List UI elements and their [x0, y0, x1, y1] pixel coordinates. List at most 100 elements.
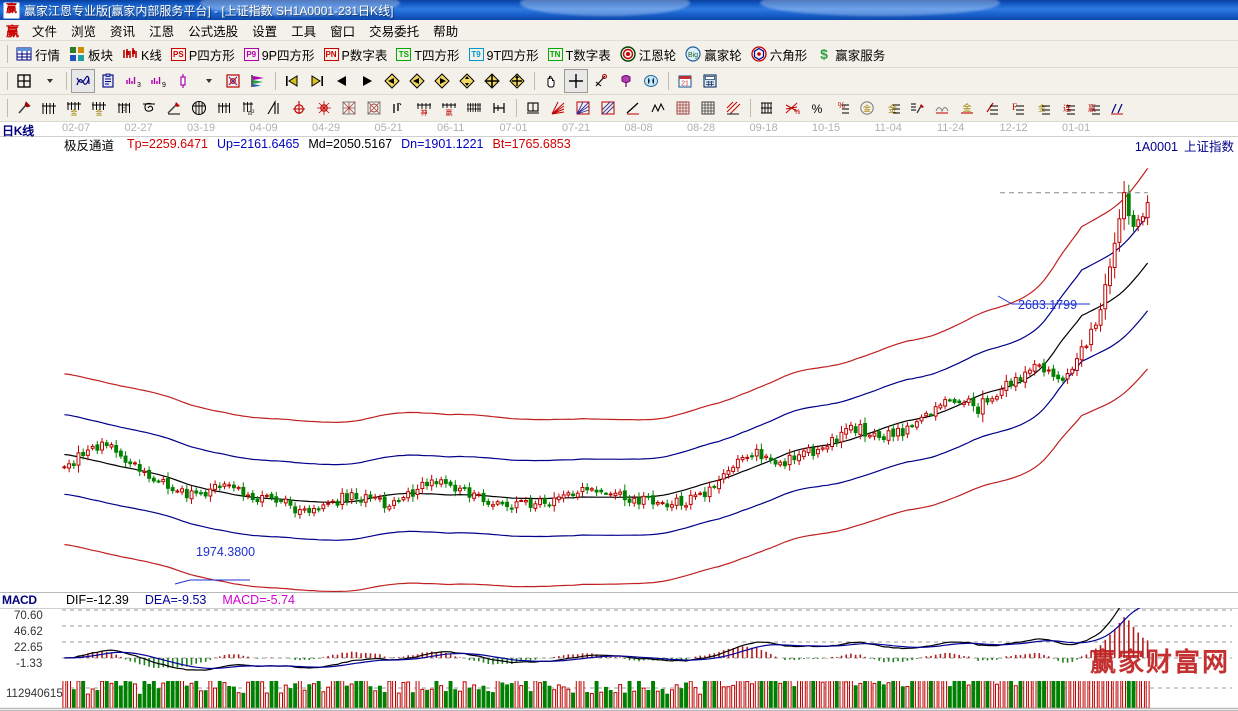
toolbar-button-p-square[interactable]: PS P四方形 [167, 42, 239, 66]
zoom-out-icon [484, 73, 500, 89]
calendar-button[interactable]: 21 [673, 69, 697, 93]
period-dropdown-button[interactable] [37, 69, 61, 93]
scroll-right-button[interactable] [430, 69, 454, 93]
toolbar-button-t-number-table[interactable]: TN T数字表 [544, 42, 615, 66]
ying2-button[interactable]: 赢 [1080, 96, 1104, 120]
tulip-tool-button[interactable] [614, 69, 638, 93]
candle-style-dropdown[interactable] [196, 69, 220, 93]
gold-circle-button[interactable]: 金 [855, 96, 879, 120]
chart-area[interactable]: 日K线 02-07 02-27 03-19 04-09 04-29 05-21 06-11 0… [0, 122, 1238, 711]
j-lines-button[interactable] [980, 96, 1004, 120]
toolbar-button-sectors[interactable]: 板块 [65, 42, 117, 66]
ying-button[interactable]: 赢 [437, 96, 461, 120]
gold-lines-button[interactable]: 金 [880, 96, 904, 120]
radar-button[interactable] [337, 96, 361, 120]
pen-tool2-button[interactable] [905, 96, 929, 120]
percent-fan-button[interactable]: % [780, 96, 804, 120]
lian-button[interactable]: 连 [1055, 96, 1079, 120]
menu-item-browse[interactable]: 浏览 [71, 24, 97, 39]
menu-item-file[interactable]: 文件 [32, 24, 58, 39]
gold3-button[interactable]: 金 [1030, 96, 1054, 120]
formula-button[interactable] [221, 69, 245, 93]
square-fan-button[interactable] [571, 96, 595, 120]
gann-grid-button[interactable] [37, 96, 61, 120]
pen2-tool-button[interactable] [162, 96, 186, 120]
gold-grid2-button[interactable]: 金 [87, 96, 111, 120]
toolbar-button-quotes[interactable]: 行情 [12, 42, 64, 66]
grid-dark-button[interactable] [696, 96, 720, 120]
toolbar-button-p-number-table[interactable]: PN P数字表 [320, 42, 392, 66]
last-page-button[interactable] [305, 69, 329, 93]
period-button[interactable] [12, 69, 36, 93]
toolbar-button-gann-wheel[interactable]: 江恩轮 [616, 42, 681, 66]
next-button[interactable] [355, 69, 379, 93]
percent-sign-button[interactable]: % [805, 96, 829, 120]
f-lines-button[interactable]: F [1005, 96, 1029, 120]
toolbar-button-t-square[interactable]: TS T四方形 [392, 42, 463, 66]
first-page-button[interactable] [280, 69, 304, 93]
n2-button[interactable]: n² [237, 96, 261, 120]
calculator-button[interactable] [698, 69, 722, 93]
hatch-button[interactable] [721, 96, 745, 120]
toolbar-button-winner-service[interactable]: $ 赢家服务 [812, 42, 889, 66]
steps-button[interactable] [755, 96, 779, 120]
menu-item-help[interactable]: 帮助 [433, 24, 459, 39]
target2-button[interactable] [312, 96, 336, 120]
candle-body [995, 396, 999, 400]
target-button[interactable] [287, 96, 311, 120]
toolbar-button-hexagon[interactable]: 六角形 [747, 42, 812, 66]
ruler-button[interactable] [487, 96, 511, 120]
color-bars-button[interactable] [246, 69, 270, 93]
report-button[interactable] [96, 69, 120, 93]
scroll-left2-button[interactable] [405, 69, 429, 93]
last-tool-button[interactable] [1105, 96, 1129, 120]
hand-tool-button[interactable] [539, 69, 563, 93]
measure-tool-button[interactable] [589, 69, 613, 93]
percent-lines-button[interactable]: % [830, 96, 854, 120]
ladder-button[interactable] [462, 96, 486, 120]
f-grid-button[interactable]: F [112, 96, 136, 120]
web-button[interactable] [362, 96, 386, 120]
menu-item-gann[interactable]: 江恩 [149, 24, 175, 39]
grid-lines-button[interactable] [212, 96, 236, 120]
fan-red-button[interactable] [546, 96, 570, 120]
toolbar-button-9p-square[interactable]: P9 9P四方形 [240, 42, 319, 66]
zoom-out-button[interactable] [480, 69, 504, 93]
toolbar-button-winner-wheel[interactable]: Big 赢家轮 [681, 42, 746, 66]
gold-grid1-button[interactable]: 金 [62, 96, 86, 120]
macd-panel[interactable]: MACD DIF=-12.39 DEA=-9.53 MACD=-5.74 70.… [0, 592, 1238, 681]
rect-tool-button[interactable] [521, 96, 545, 120]
menu-item-news[interactable]: 资讯 [110, 24, 136, 39]
fit-button[interactable] [505, 69, 529, 93]
menu-item-window[interactable]: 窗口 [330, 24, 356, 39]
candle-style-button[interactable] [171, 69, 195, 93]
shen-button[interactable]: 神 [412, 96, 436, 120]
menu-item-formula[interactable]: 公式选股 [188, 24, 239, 39]
brain-tool-button[interactable] [639, 69, 663, 93]
crosshair-tool-button[interactable] [564, 69, 588, 93]
sub9-chart-button[interactable]: 9 [146, 69, 170, 93]
zigzag-button[interactable] [646, 96, 670, 120]
sub3-chart-button[interactable]: 3 [121, 69, 145, 93]
angle-button[interactable] [262, 96, 286, 120]
toolbar-button-kline[interactable]: K线 [118, 42, 166, 66]
toolbar-second: 3 9 [0, 68, 1238, 95]
arc-button[interactable] [930, 96, 954, 120]
scroll-left-button[interactable] [380, 69, 404, 93]
overlay-button[interactable] [71, 69, 95, 93]
toolbar-button-9t-square[interactable]: T9 9T四方形 [465, 42, 543, 66]
line-up-button[interactable] [621, 96, 645, 120]
grid-red-button[interactable] [671, 96, 695, 120]
circle-grid-button[interactable] [187, 96, 211, 120]
zoom-in-button[interactable] [455, 69, 479, 93]
menu-item-trade[interactable]: 交易委托 [369, 24, 420, 39]
prev-button[interactable] [330, 69, 354, 93]
spiral-button[interactable] [137, 96, 161, 120]
menu-item-tools[interactable]: 工具 [291, 24, 317, 39]
segment-button[interactable] [387, 96, 411, 120]
menu-item-settings[interactable]: 设置 [252, 24, 278, 39]
gold2-button[interactable]: 金 [955, 96, 979, 120]
price-panel[interactable] [0, 152, 1238, 630]
pen-tool-button[interactable] [12, 96, 36, 120]
square-box-button[interactable] [596, 96, 620, 120]
